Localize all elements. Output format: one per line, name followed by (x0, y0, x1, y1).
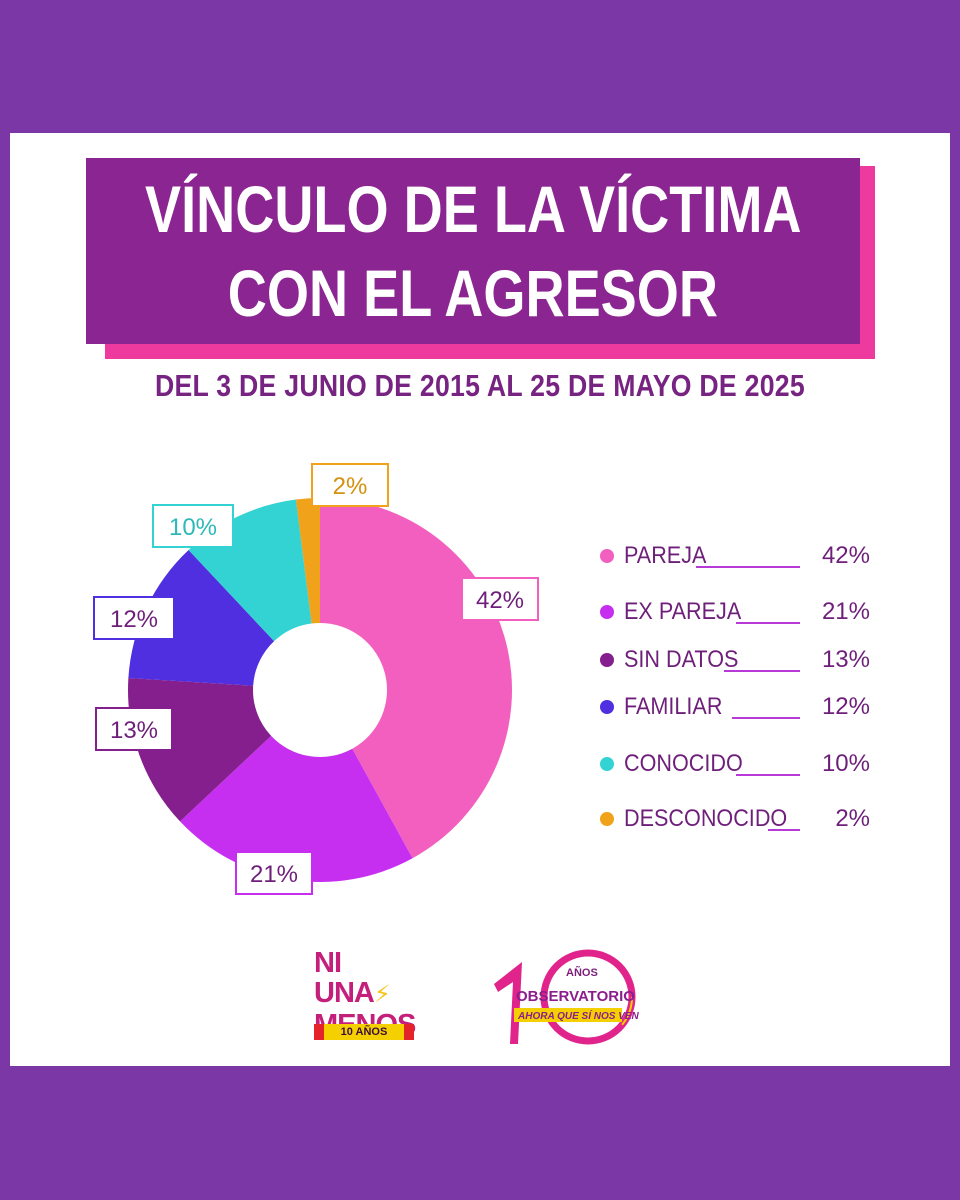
legend-swatch (600, 812, 614, 826)
legend-leader-line (736, 622, 800, 624)
slice-label: 10% (169, 514, 217, 541)
legend-label: FAMILIAR (624, 693, 723, 720)
legend-label: DESCONOCIDO (624, 805, 788, 832)
legend-label: SIN DATOS (624, 646, 739, 673)
legend-value: 13% (821, 646, 870, 673)
logo-10-anos: 10 AÑOS (340, 1026, 388, 1038)
legend-swatch (600, 757, 614, 771)
slice-label-box (95, 707, 173, 751)
legend-item: CONOCIDO 10% (600, 748, 900, 780)
legend-leader-line (736, 774, 800, 776)
observatorio-logo: AÑOS OBSERVATORIO AHORA QUE SÍ NOS VEN (494, 949, 640, 1045)
legend-leader-line (696, 566, 800, 568)
legend-value: 10% (821, 750, 870, 777)
title-line-1: VÍNCULO DE LA VÍCTIMA (144, 172, 802, 246)
slice-label: 42% (476, 587, 524, 614)
legend-swatch (600, 549, 614, 563)
legend-swatch (600, 605, 614, 619)
legend-swatch (600, 700, 614, 714)
slice-label-box (93, 596, 175, 640)
date-range-subtitle: DEL 3 DE JUNIO DE 2015 AL 25 DE MAYO DE … (155, 368, 805, 403)
slice-familiar (128, 550, 275, 686)
slice-label-box (461, 577, 539, 621)
legend-value: 21% (821, 598, 870, 625)
legend-label: CONOCIDO (624, 750, 743, 777)
logo-ni-una: NI UNA (314, 947, 375, 1009)
legend-label: EX PAREJA (624, 598, 742, 625)
legend-leader-line (732, 717, 800, 719)
ni-una-menos-logo: NI UNA⚡ MENOS 10 AÑOS (314, 948, 418, 1048)
legend-item: SIN DATOS 13% (600, 644, 900, 676)
legend-leader-line (724, 670, 800, 672)
legend-value: 42% (821, 542, 870, 569)
lightning-icon: ⚡ (373, 981, 391, 1008)
slice-label-box (311, 463, 389, 507)
slice-label: 13% (110, 717, 158, 744)
logo2-observatorio: OBSERVATORIO (516, 988, 635, 1005)
slice-desconocido (295, 498, 320, 624)
logo2-anos: AÑOS (566, 966, 598, 979)
slice-label: 2% (333, 473, 368, 500)
legend-value: 12% (821, 693, 870, 720)
legend-value: 2% (835, 805, 870, 832)
slice-ex-pareja (180, 735, 413, 882)
title-banner: VÍNCULO DE LA VÍCTIMA CON EL AGRESOR (86, 158, 860, 344)
legend-item: FAMILIAR 12% (600, 691, 900, 723)
title-line-2: CON EL AGRESOR (227, 256, 719, 330)
legend-item: EX PAREJA 21% (600, 596, 900, 628)
slice-label-box (152, 504, 234, 548)
legend-leader-line (768, 829, 800, 831)
legend-item: PAREJA 42% (600, 540, 900, 572)
legend-item: DESCONOCIDO 2% (600, 803, 900, 835)
logo2-slogan: AHORA QUE SÍ NOS VEN (517, 1009, 640, 1022)
slice-label-box (235, 851, 313, 895)
slice-label: 21% (250, 861, 298, 888)
slice-label: 12% (110, 606, 158, 633)
legend-swatch (600, 653, 614, 667)
legend-label: PAREJA (624, 542, 707, 569)
